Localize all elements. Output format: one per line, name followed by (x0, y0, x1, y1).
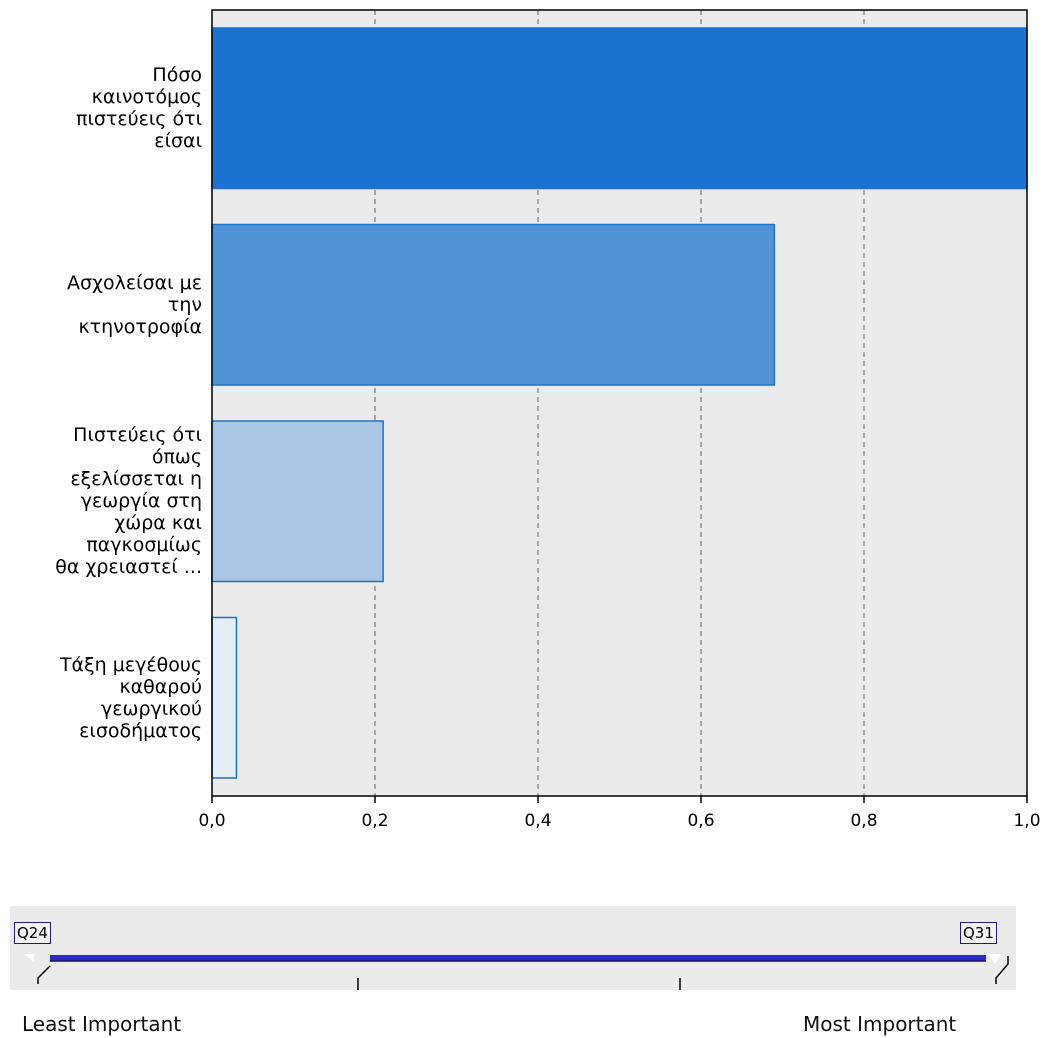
x-tick-label: 0,8 (850, 811, 877, 831)
x-tick-label: 0,2 (361, 811, 388, 831)
importance-slider[interactable]: Q24 Q31 (10, 906, 1016, 990)
least-important-label: Least Important (22, 1012, 182, 1036)
most-important-label: Most Important (803, 1012, 957, 1036)
bar (211, 420, 384, 583)
bar (211, 223, 776, 386)
bar (211, 27, 1028, 190)
bar (211, 616, 238, 779)
category-label: Ασχολείσαι με την κτηνοτροφία (67, 271, 202, 338)
left-handle[interactable] (37, 965, 51, 984)
category-label: Τάξη μεγέθους καθαρού γεωργικού εισοδήμα… (59, 653, 202, 742)
x-tick-label: 0,6 (687, 811, 714, 831)
slider-track (24, 954, 1009, 990)
left-handle-marker[interactable] (24, 954, 34, 962)
chart-svg: 0,0 0,2 0,4 0,6 0,8 1,0 (198, 9, 1041, 831)
x-tick-label: 0,4 (524, 811, 551, 831)
x-tick-label: 0,0 (198, 811, 225, 831)
category-label: Πιστεύεις ότι όπως εξελίσσεται η γεωργία… (55, 424, 202, 579)
plot-frame (211, 9, 1028, 797)
right-handle[interactable] (995, 956, 1009, 984)
importance-chart: 0,0 0,2 0,4 0,6 0,8 1,0 (198, 9, 1041, 831)
right-handle-marker[interactable] (988, 954, 1002, 964)
category-label: Πόσο καινοτόμος πιστεύεις ότι είσαι (76, 64, 202, 153)
slider-left-label: Q24 (14, 922, 51, 944)
x-tick-label: 1,0 (1013, 811, 1040, 831)
slider-right-label: Q31 (960, 922, 997, 944)
